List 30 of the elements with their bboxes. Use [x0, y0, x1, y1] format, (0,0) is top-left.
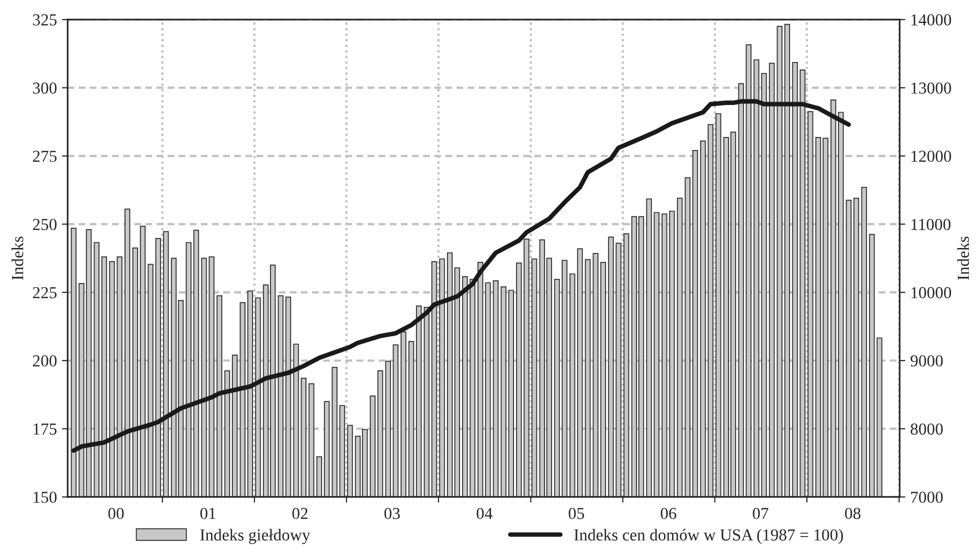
y2-tick-label: 10000: [912, 287, 952, 298]
x-tick-label: 01: [200, 508, 216, 520]
x-tick-label: 04: [476, 508, 492, 520]
y-tick-label: 300: [33, 82, 57, 94]
x-tick-label: 05: [568, 508, 584, 520]
x-tick-label: 08: [845, 508, 860, 520]
y-tick-label: 250: [32, 218, 57, 230]
legend-label: Indeks giełdowy: [200, 528, 310, 544]
y-tick-label: 275: [32, 150, 57, 162]
y2-tick-label: 9000: [910, 355, 943, 366]
y-axis-title: Indeks: [12, 236, 24, 280]
x-tick-label: 02: [292, 508, 308, 520]
y2-tick-label: 11000: [912, 218, 950, 230]
y-tick-label: 175: [34, 424, 57, 435]
y2-tick-label: 7000: [911, 492, 943, 503]
x-tick-label: 03: [384, 508, 400, 520]
y-tick-label: 325: [33, 14, 57, 26]
y2-axis-title: Indeks: [957, 236, 970, 280]
y-tick-label: 225: [32, 287, 57, 298]
y2-tick-label: 12000: [912, 150, 952, 162]
y-tick-label: 200: [32, 355, 57, 366]
legend-label: Indeks cen domów w USA (1987 = 100): [574, 528, 843, 544]
y-tick-label: 150: [34, 492, 57, 503]
x-tick-label: 00: [108, 508, 124, 520]
line-series: [71, 99, 851, 453]
y2-tick-label: 13000: [912, 82, 952, 94]
x-tick-label: 07: [752, 508, 768, 520]
x-tick-label: 06: [660, 508, 676, 520]
y2-tick-label: 8000: [910, 423, 943, 435]
y2-tick-label: 14000: [912, 14, 952, 26]
